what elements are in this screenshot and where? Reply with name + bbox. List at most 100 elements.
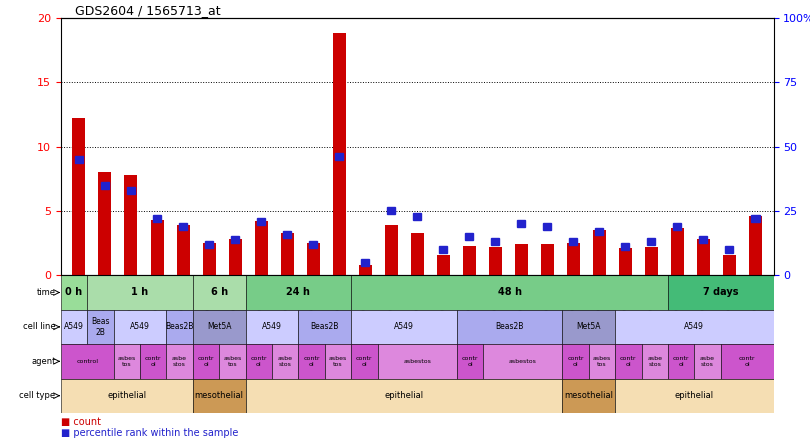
Text: contr
ol: contr ol <box>303 356 320 367</box>
Bar <box>245 378 562 413</box>
Bar <box>569 238 578 246</box>
Text: asbes
tos: asbes tos <box>329 356 347 367</box>
Text: contr
ol: contr ol <box>567 356 584 367</box>
Text: contr
ol: contr ol <box>250 356 267 367</box>
Text: contr
ol: contr ol <box>145 356 161 367</box>
Bar <box>113 310 166 344</box>
Text: asbes
tos: asbes tos <box>593 356 611 367</box>
Bar <box>298 344 325 378</box>
Bar <box>352 275 668 310</box>
Bar <box>562 310 615 344</box>
Bar <box>385 225 398 275</box>
Bar <box>694 344 721 378</box>
Bar <box>87 275 193 310</box>
Bar <box>465 233 473 240</box>
Bar <box>593 230 606 275</box>
Bar <box>153 215 161 222</box>
Text: GDS2604 / 1565713_at: GDS2604 / 1565713_at <box>75 4 220 16</box>
Text: 24 h: 24 h <box>287 287 310 297</box>
Text: asbe
stos: asbe stos <box>172 356 187 367</box>
Text: asbe
stos: asbe stos <box>700 356 715 367</box>
Bar <box>699 236 707 243</box>
Text: contr
ol: contr ol <box>462 356 478 367</box>
Bar <box>543 223 552 230</box>
Bar <box>179 223 187 230</box>
Bar <box>352 310 457 344</box>
Bar <box>361 259 369 266</box>
Text: control: control <box>76 359 98 364</box>
Bar <box>245 344 272 378</box>
Bar <box>352 344 377 378</box>
Bar <box>413 213 421 220</box>
Bar <box>615 378 774 413</box>
Text: 6 h: 6 h <box>211 287 228 297</box>
Bar <box>61 275 87 310</box>
Bar <box>166 344 193 378</box>
Text: contr
ol: contr ol <box>198 356 214 367</box>
Text: contr
ol: contr ol <box>620 356 637 367</box>
Bar <box>220 344 245 378</box>
Bar <box>193 378 245 413</box>
Bar <box>668 275 774 310</box>
Bar <box>562 344 589 378</box>
Bar <box>567 243 580 275</box>
Text: 48 h: 48 h <box>497 287 522 297</box>
Bar <box>463 246 475 275</box>
Bar <box>202 243 215 275</box>
Bar <box>309 241 318 248</box>
Bar <box>671 228 684 275</box>
Bar <box>562 378 615 413</box>
Bar <box>333 33 346 275</box>
Text: asbes
tos: asbes tos <box>117 356 136 367</box>
Text: Met5A: Met5A <box>577 322 601 331</box>
Text: A549: A549 <box>64 322 84 331</box>
Bar <box>127 187 135 194</box>
Bar <box>725 246 734 253</box>
Bar <box>541 244 554 275</box>
Bar <box>100 182 109 189</box>
Bar <box>615 344 642 378</box>
Text: epithelial: epithelial <box>385 391 424 400</box>
Bar <box>193 275 245 310</box>
Bar <box>245 310 298 344</box>
Bar <box>298 310 352 344</box>
Text: asbe
stos: asbe stos <box>278 356 292 367</box>
Text: Beas2B: Beas2B <box>165 322 194 331</box>
Bar <box>619 248 632 275</box>
Bar <box>254 221 267 275</box>
Text: asbes
tos: asbes tos <box>224 356 241 367</box>
Bar <box>645 247 658 275</box>
Bar <box>283 230 292 238</box>
Text: 0 h: 0 h <box>66 287 83 297</box>
Text: Beas2B: Beas2B <box>496 322 524 331</box>
Bar <box>647 238 655 246</box>
Text: A549: A549 <box>394 322 414 331</box>
Bar <box>87 310 113 344</box>
Bar <box>193 344 220 378</box>
Bar <box>387 207 395 214</box>
Text: asbestos: asbestos <box>403 359 431 364</box>
Text: cell line: cell line <box>23 322 55 331</box>
Bar <box>99 172 112 275</box>
Bar <box>615 310 774 344</box>
Bar <box>61 310 87 344</box>
Bar <box>61 378 193 413</box>
Bar <box>140 344 166 378</box>
Bar <box>61 344 113 378</box>
Text: mesothelial: mesothelial <box>565 391 613 400</box>
Text: cell type: cell type <box>19 391 55 400</box>
Bar <box>437 255 450 275</box>
Text: agent: agent <box>31 357 55 366</box>
Bar <box>517 220 526 227</box>
Bar <box>377 344 457 378</box>
Text: contr
ol: contr ol <box>673 356 689 367</box>
Bar <box>231 236 239 243</box>
Bar <box>359 265 372 275</box>
Text: 1 h: 1 h <box>131 287 148 297</box>
Bar <box>721 344 774 378</box>
Bar <box>125 175 138 275</box>
Bar <box>151 220 164 275</box>
Bar <box>72 118 86 275</box>
Text: epithelial: epithelial <box>107 391 147 400</box>
Bar <box>673 223 681 230</box>
